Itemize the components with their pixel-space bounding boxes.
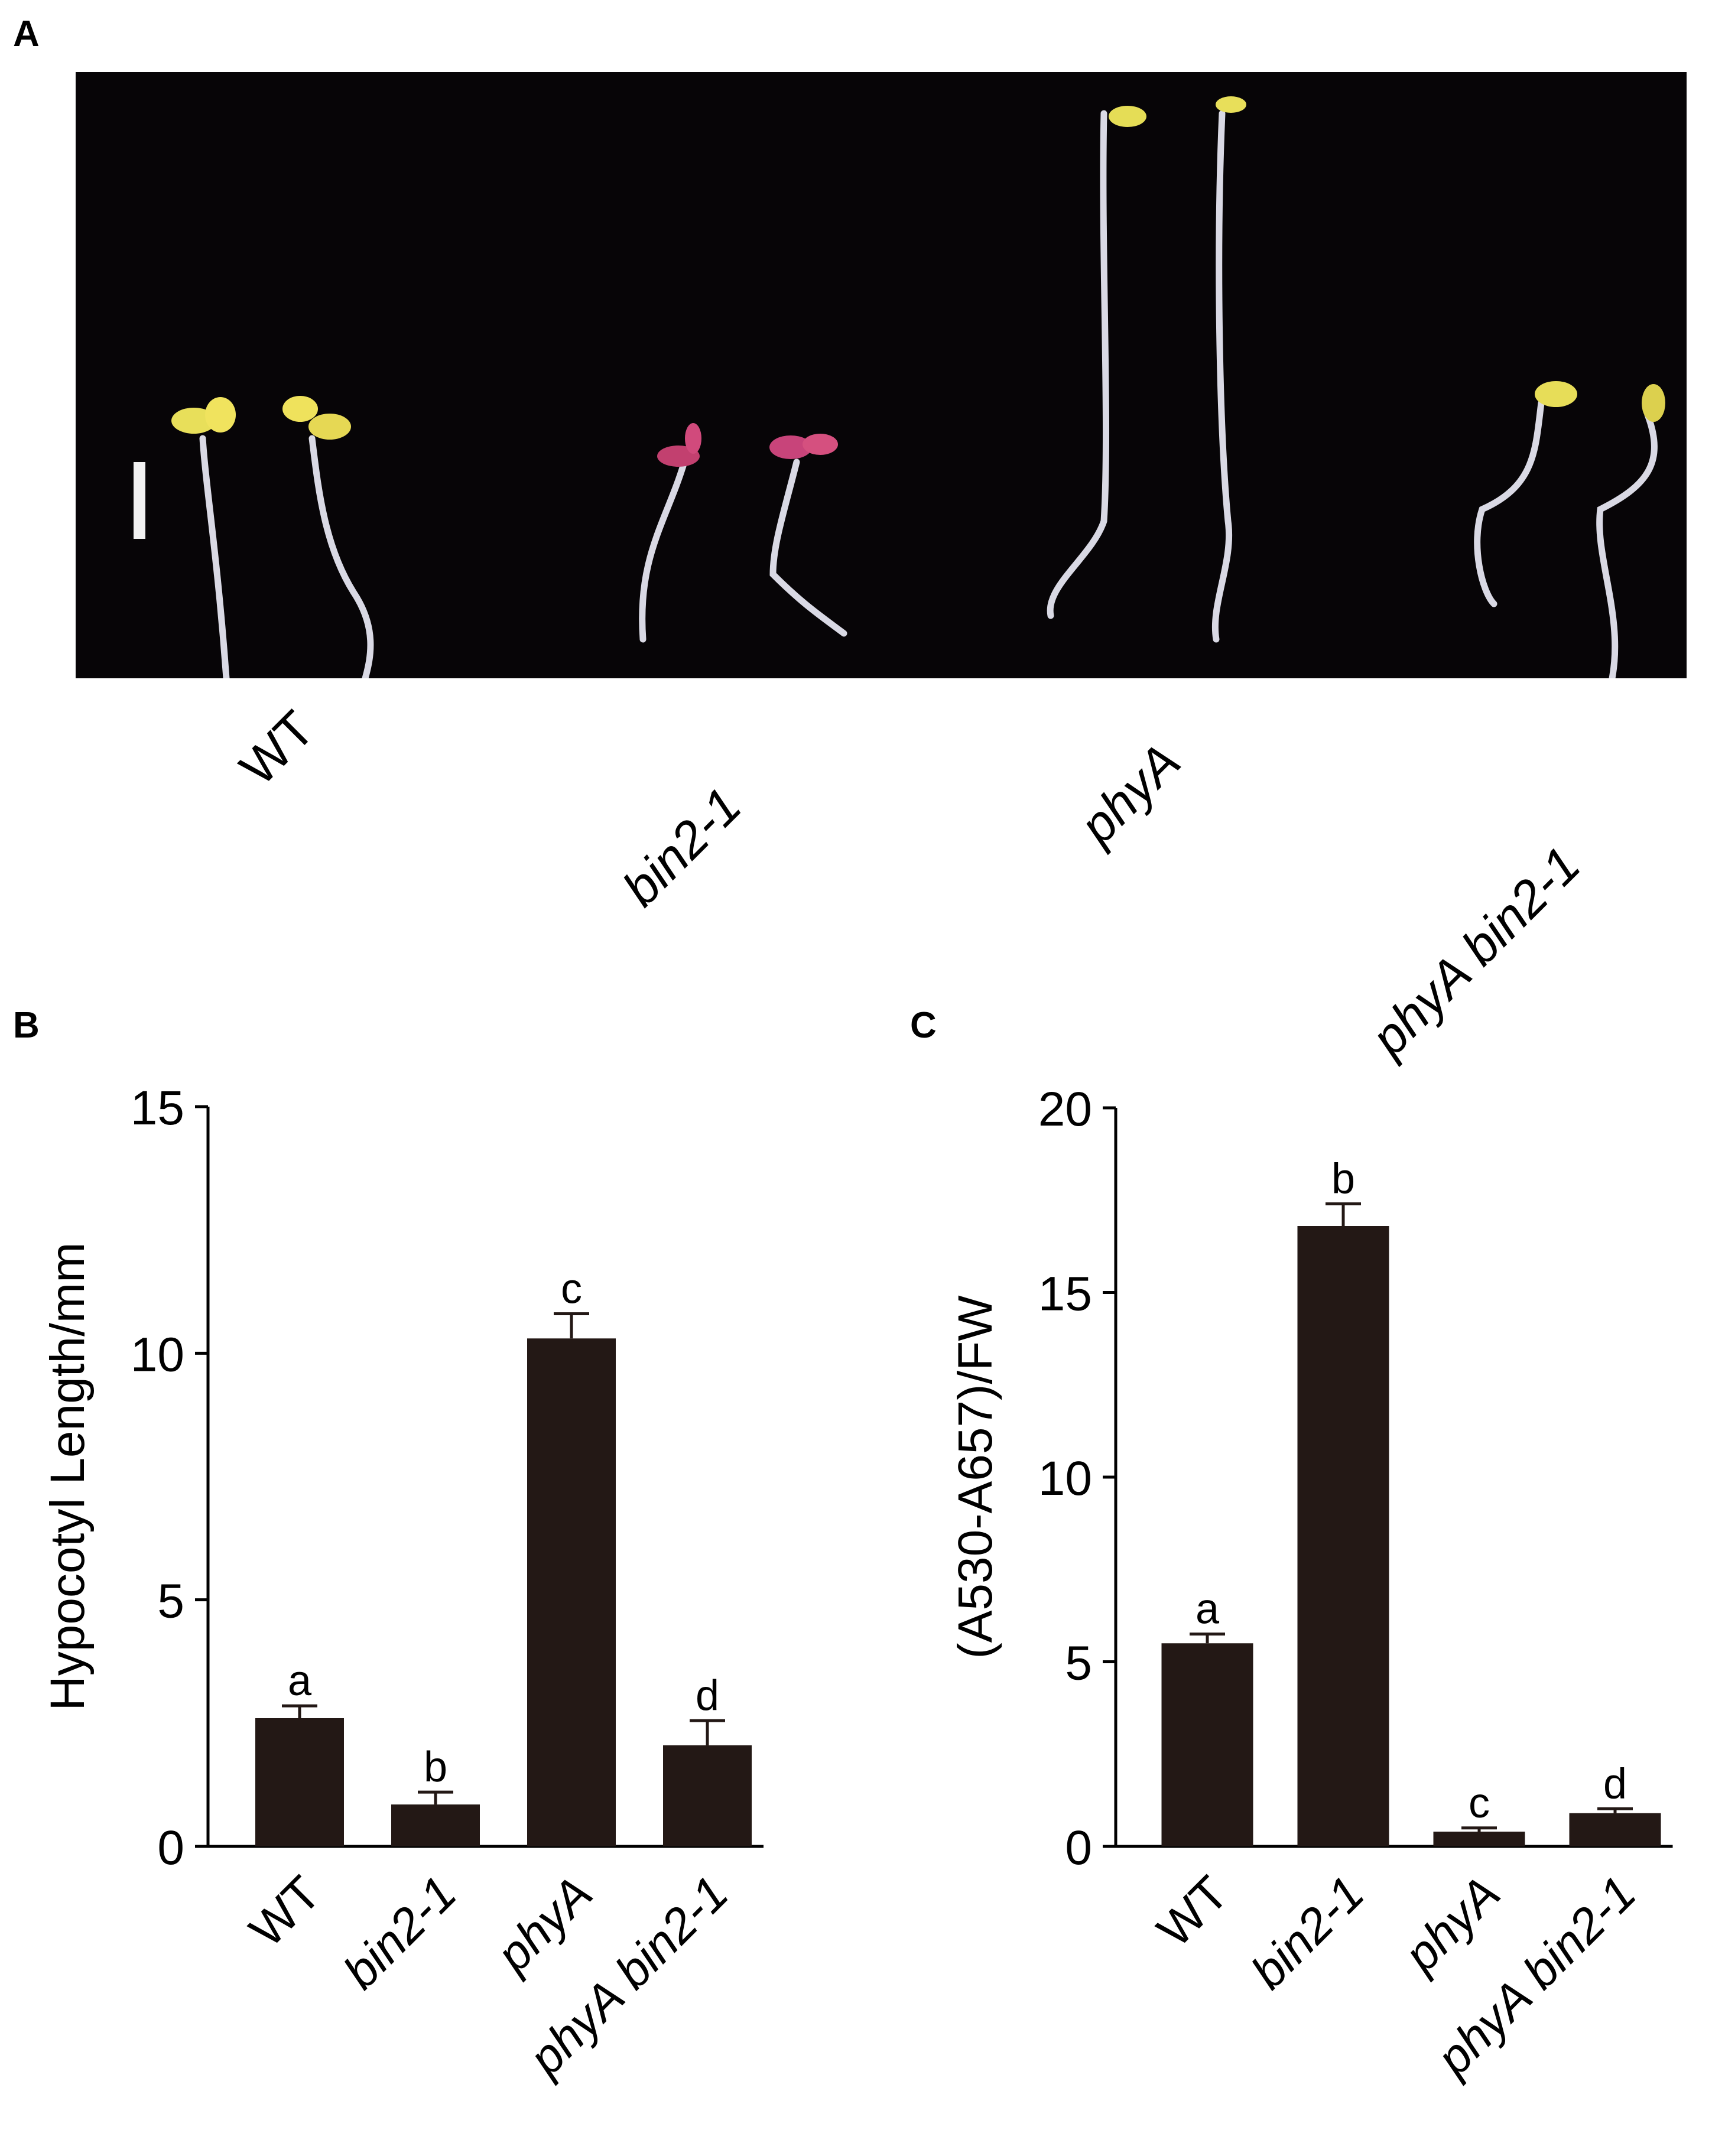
chart-hypocotyl-length: 0 5 10 15 Hypocotyl Length/mm a WT b bin2-1 c phyA…: [41, 1081, 764, 2087]
seedling-phya-bin2-1-2: [1596, 411, 1658, 678]
chart-b-axes: 0 5 10 15 Hypocotyl Length/mm: [41, 1081, 764, 1875]
chart-c-ytick-label-3: 15: [1038, 1267, 1092, 1321]
chart-c-bar-3: [1569, 1813, 1661, 1846]
scale-bar: [134, 462, 145, 539]
chart-b-ytick-label-2: 10: [131, 1328, 184, 1381]
panel-a-letter: A: [13, 14, 40, 54]
chart-c-significance-0: a: [1196, 1586, 1220, 1633]
chart-c-category-label-0: WT: [1147, 1866, 1238, 1957]
chart-c-ytick-label-1: 5: [1065, 1637, 1092, 1690]
chart-b-significance-3: d: [696, 1672, 719, 1719]
chart-c-ytick-label-4: 20: [1038, 1082, 1092, 1136]
chart-b-ytick-label-3: 15: [131, 1081, 184, 1135]
chart-b-bar-0: [255, 1718, 344, 1846]
seedling-photo: [76, 72, 1687, 678]
seedlings-illustration: [134, 96, 1665, 678]
chart-c-significance-1: b: [1331, 1156, 1355, 1203]
chart-c-ytick-label-2: 10: [1038, 1452, 1092, 1505]
chart-b-significance-2: c: [561, 1266, 582, 1313]
chart-c-significance-3: d: [1603, 1760, 1627, 1807]
chart-b-bar-1: [391, 1804, 480, 1846]
chart-b-category-label-0: WT: [239, 1866, 330, 1957]
seedling-wt-2: [308, 435, 374, 678]
chart-c-axes: 0 5 10 15 20 (A530-A657)/FW: [948, 1082, 1673, 1875]
chart-c-bar-2: [1433, 1832, 1525, 1846]
chart-b-category-label-1: bin2-1: [333, 1866, 467, 1999]
chart-c-ytick-label-0: 0: [1065, 1821, 1092, 1875]
chart-b-significance-0: a: [288, 1657, 312, 1705]
chart-b-category-label-2: phyA: [485, 1866, 603, 1983]
chart-c-significance-2: c: [1469, 1780, 1490, 1827]
chart-b-y-axis-label: Hypocotyl Length/mm: [41, 1242, 95, 1711]
photo-label-phya: phyA: [1069, 733, 1191, 855]
photo-label-phya-bin2-1: phyA bin2-1: [1360, 836, 1591, 1067]
photo-label-wt: WT: [229, 700, 326, 796]
chart-b-ytick-label-1: 5: [157, 1575, 184, 1628]
chart-c-category-label-2: phyA: [1393, 1866, 1510, 1983]
photo-label-bin2-1: bin2-1: [612, 777, 752, 918]
chart-c-bar-0: [1161, 1643, 1253, 1846]
chart-b-bar-2: [527, 1338, 616, 1846]
seedling-bin2-1-1: [639, 458, 688, 643]
chart-c-bar-1: [1297, 1226, 1389, 1846]
seedling-phya-bin2-1-1: [1474, 399, 1545, 607]
seedling-phya-2: [1211, 110, 1233, 643]
chart-b-bar-3: [663, 1745, 752, 1846]
cotyledons: [171, 96, 1665, 467]
chart-b-significance-1: b: [424, 1744, 447, 1791]
chart-c-category-label-1: bin2-1: [1241, 1866, 1375, 1999]
panel-b-letter: B: [13, 1005, 40, 1046]
seedling-phya-1: [1047, 110, 1110, 619]
panel-c-letter: C: [910, 1005, 937, 1046]
seedling-wt-1: [199, 435, 230, 678]
chart-c-y-axis-label: (A530-A657)/FW: [948, 1295, 1002, 1659]
seedling-bin2-1-2: [769, 458, 847, 637]
chart-b-ytick-label-0: 0: [157, 1821, 184, 1875]
